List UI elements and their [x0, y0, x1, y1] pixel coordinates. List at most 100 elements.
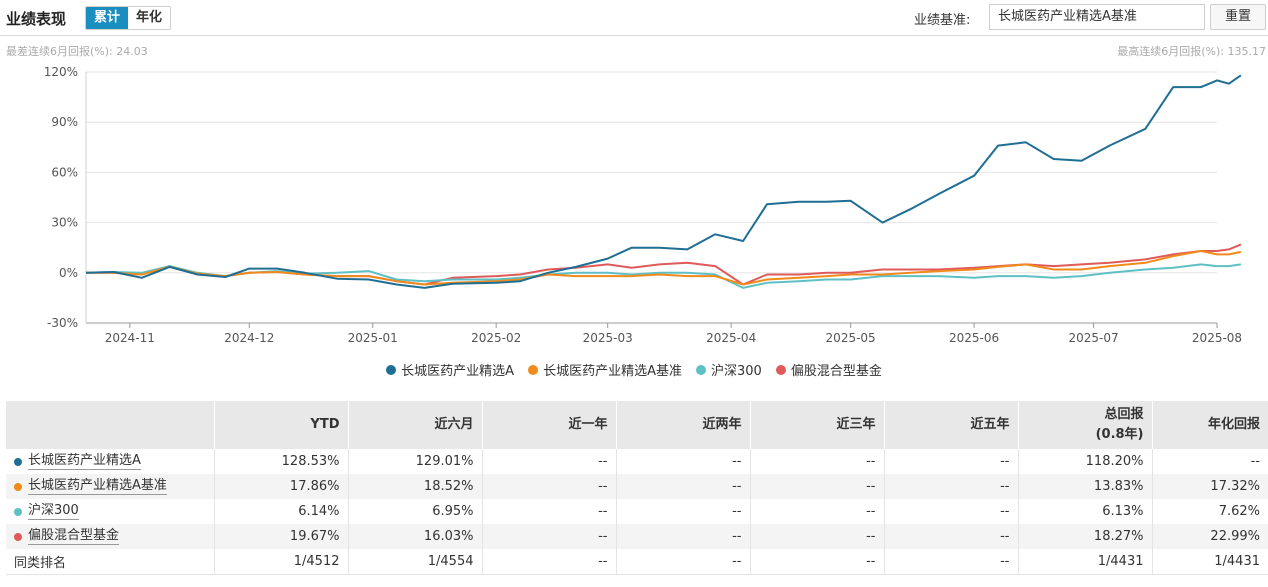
row-name-cell: 沪深300	[6, 499, 214, 524]
value-cell: --	[481, 524, 616, 549]
value-cell: --	[481, 474, 616, 499]
row-name-cell: 同类排名	[6, 549, 214, 575]
row-name-cell: 偏股混合型基金	[6, 524, 214, 549]
value-cell: 18.27%	[1017, 524, 1152, 549]
value-cell: --	[883, 549, 1018, 575]
value-cell: 6.14%	[213, 499, 348, 524]
column-header: 总回报 (0.8年)	[1017, 401, 1152, 449]
value-cell: 129.01%	[347, 449, 482, 474]
table-row: 同类排名 1/4512 1/4554 -- -- -- -- 1/4431 1/4431	[6, 549, 1268, 575]
y-axis-ticks: -30% 0% 30% 60% 90% 120%	[44, 65, 78, 330]
legend-label: 沪深300	[710, 364, 762, 379]
value-cell: 128.53%	[213, 449, 348, 474]
value-cell: --	[1151, 449, 1268, 474]
x-axis-ticks: 2024-11 2024-12 2025-01 2025-02 2025-03 2025-…	[105, 323, 1242, 345]
value-cell: --	[615, 499, 750, 524]
row-color-dot	[14, 482, 22, 491]
toolbar: 业绩表现 累计 年化 业绩基准: 长城医药产业精选A基准 重置	[0, 0, 1268, 36]
value-cell: 1/4431	[1017, 549, 1152, 575]
column-header	[6, 401, 214, 449]
value-cell: 19.67%	[213, 524, 348, 549]
value-cell: --	[749, 549, 884, 575]
value-cell: 22.99%	[1151, 524, 1268, 549]
value-cell: --	[883, 499, 1018, 524]
legend-marker	[528, 364, 539, 375]
tab-annualized[interactable]: 年化	[128, 7, 171, 29]
table-row: 长城医药产业精选A 128.53% 129.01% -- -- -- -- 118.20% --	[6, 449, 1268, 474]
legend-item-0[interactable]: 长城医药产业精选A	[386, 360, 514, 379]
row-color-dot	[14, 507, 22, 516]
worst-6m-note: 最差连续6月回报(%): 24.03	[6, 45, 148, 58]
row-name-cell: 长城医药产业精选A	[6, 449, 214, 474]
legend-label: 长城医药产业精选A	[401, 364, 515, 379]
x-tick-label: 2025-05	[826, 331, 876, 345]
value-cell: --	[615, 449, 750, 474]
value-cell: 17.86%	[213, 474, 348, 499]
value-cell: 16.03%	[347, 524, 482, 549]
value-cell: 1/4554	[347, 549, 482, 575]
benchmark-label: 业绩基准:	[914, 13, 971, 28]
legend-marker	[775, 364, 786, 375]
series-line-1	[86, 250, 1242, 286]
value-cell: --	[615, 524, 750, 549]
row-name[interactable]: 长城医药产业精选A	[28, 453, 141, 470]
x-tick-label: 2025-02	[471, 331, 521, 345]
value-cell: 6.13%	[1017, 499, 1152, 524]
chart-legend: 长城医药产业精选A 长城医药产业精选A基准 沪深300 偏股混合型基金	[0, 360, 1268, 379]
value-cell: --	[749, 524, 884, 549]
value-cell: --	[481, 499, 616, 524]
tab-cumulative[interactable]: 累计	[86, 7, 129, 29]
legend-marker	[386, 364, 397, 375]
legend-item-2[interactable]: 沪深300	[695, 360, 762, 379]
y-tick-label: 90%	[51, 115, 78, 129]
table-row: 偏股混合型基金 19.67% 16.03% -- -- -- -- 18.27% 22.99%	[6, 524, 1268, 549]
row-name[interactable]: 沪深300	[28, 503, 79, 520]
column-header: 近六月	[347, 401, 482, 449]
x-tick-label: 2025-03	[583, 331, 633, 345]
table-body: 长城医药产业精选A 128.53% 129.01% -- -- -- -- 118.20% --…	[6, 449, 1268, 575]
value-cell: 1/4512	[213, 549, 348, 575]
benchmark-select[interactable]: 长城医药产业精选A基准	[989, 4, 1205, 30]
y-tick-label: -30%	[47, 316, 78, 330]
grid	[85, 71, 1217, 324]
mode-tabs: 累计 年化	[85, 6, 172, 30]
series-line-0	[85, 74, 1242, 289]
x-tick-label: 2025-08	[1192, 331, 1242, 345]
column-header: 近两年	[615, 401, 750, 449]
legend-item-1[interactable]: 长城医药产业精选A基准	[528, 360, 682, 379]
value-cell: --	[749, 474, 884, 499]
y-tick-label: 120%	[44, 65, 78, 79]
value-cell: 1/4431	[1151, 549, 1268, 575]
value-cell: 18.52%	[347, 474, 482, 499]
series-line-3	[86, 243, 1242, 286]
section-title: 业绩表现	[6, 10, 67, 28]
value-cell: 17.32%	[1151, 474, 1268, 499]
row-name-cell: 长城医药产业精选A基准	[6, 474, 214, 499]
value-cell: --	[883, 449, 1018, 474]
reset-button[interactable]: 重置	[1210, 4, 1266, 30]
table-row: 沪深300 6.14% 6.95% -- -- -- -- 6.13% 7.62%	[6, 499, 1268, 524]
legend-marker	[695, 364, 706, 375]
value-cell: --	[883, 524, 1018, 549]
row-name: 同类排名	[14, 555, 67, 571]
value-cell: 118.20%	[1017, 449, 1152, 474]
row-color-dot	[14, 532, 22, 541]
column-header: 近一年	[481, 401, 616, 449]
table-header-row: YTD 近六月 近一年 近两年 近三年 近五年 总回报 (0.8年) 年化回报	[6, 401, 1268, 449]
row-name[interactable]: 偏股混合型基金	[28, 528, 120, 545]
column-header: 近三年	[749, 401, 884, 449]
value-cell: --	[615, 474, 750, 499]
legend-label: 长城医药产业精选A基准	[543, 364, 682, 379]
column-header: 近五年	[883, 401, 1018, 449]
legend-item-3[interactable]: 偏股混合型基金	[775, 360, 882, 379]
row-name[interactable]: 长城医药产业精选A基准	[28, 478, 167, 495]
x-tick-label: 2024-11	[105, 331, 155, 345]
value-cell: 6.95%	[347, 499, 482, 524]
x-tick-label: 2025-07	[1068, 331, 1118, 345]
value-cell: --	[615, 549, 750, 575]
series-lines	[85, 74, 1242, 289]
value-cell: --	[883, 474, 1018, 499]
value-cell: --	[749, 499, 884, 524]
legend-label: 偏股混合型基金	[790, 364, 882, 379]
performance-table: YTD 近六月 近一年 近两年 近三年 近五年 总回报 (0.8年) 年化回报 长城医药产业精选…	[6, 401, 1268, 575]
